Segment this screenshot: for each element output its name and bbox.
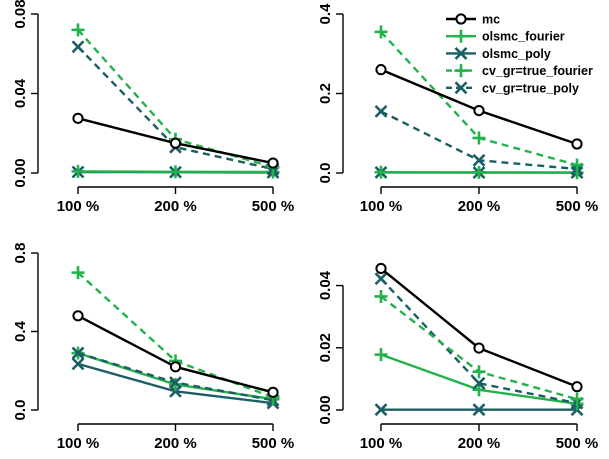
series-line-cv-gr-true-poly <box>77 45 274 171</box>
series-line-olsmc-fourier <box>380 353 578 405</box>
legend-item: cv_gr=true_fourier <box>446 64 593 78</box>
legend-label: cv_gr=true_poly <box>482 81 579 95</box>
x-tick-label: 100 % <box>57 435 100 452</box>
y-tick-label: 0.0 <box>317 163 334 184</box>
data-point <box>71 357 85 371</box>
data-point <box>72 310 84 322</box>
y-tick-label: 0.00 <box>12 158 29 187</box>
data-point <box>374 104 388 118</box>
data-point <box>169 165 182 179</box>
y-tick-label: 0.02 <box>317 333 334 362</box>
series-line-cv-gr-true-poly <box>380 277 578 405</box>
data-point <box>267 386 279 398</box>
x-tick-label: 500 % <box>252 198 295 215</box>
chart-panel-bottom-left: 100 % 200 % 500 % 0.0 0.4 0.8 <box>12 243 294 452</box>
chart-panel-bottom-right: 100 % 200 % 500 % 0.00 0.02 0.04 <box>317 262 599 452</box>
data-point <box>375 262 387 275</box>
legend-marker <box>454 81 468 95</box>
x-tick-label: 500 % <box>556 435 599 452</box>
x-tick-label: 100 % <box>57 198 100 215</box>
x-tick-label: 200 % <box>154 435 197 452</box>
data-point <box>374 165 388 179</box>
legend-marker <box>454 46 468 60</box>
data-point <box>169 376 182 389</box>
data-point <box>473 104 485 117</box>
data-point <box>472 153 486 167</box>
legend: mc olsmc_fourier olsmc_poly cv_gr=true_four… <box>446 13 593 95</box>
y-tick-label: 0.0 <box>12 400 29 421</box>
data-point <box>570 392 584 406</box>
data-point <box>71 23 85 37</box>
data-point <box>571 381 583 393</box>
data-point <box>472 376 486 390</box>
data-point <box>374 272 388 286</box>
legend-item: olsmc_poly <box>446 47 551 61</box>
x-tick-label: 500 % <box>556 198 599 215</box>
data-point <box>472 131 486 145</box>
x-tick-label: 200 % <box>154 198 197 215</box>
data-point <box>169 377 182 391</box>
y-tick-label: 0.04 <box>12 78 29 108</box>
legend-marker <box>455 13 467 25</box>
legend-item: olsmc_fourier <box>446 29 565 44</box>
data-point <box>169 137 182 149</box>
legend-label: olsmc_poly <box>482 47 551 61</box>
data-point <box>374 25 388 39</box>
legend-label: olsmc_fourier <box>482 30 565 44</box>
chart-panel-top-left: 100 % 200 % 500 % 0.00 0.04 0.08 <box>12 0 294 215</box>
data-point <box>375 64 387 76</box>
y-tick-label: 0.4 <box>12 320 29 342</box>
y-tick-label: 0.00 <box>317 395 334 424</box>
x-tick-label: 100 % <box>360 198 403 215</box>
chart-panel-top-right: 100 % 200 % 500 % 0.0 0.2 0.4 <box>317 3 598 215</box>
data-point <box>374 403 388 417</box>
data-point <box>473 342 485 354</box>
data-point <box>71 40 85 54</box>
x-tick-label: 500 % <box>252 435 295 452</box>
legend-label: mc <box>482 13 500 27</box>
data-point <box>472 365 486 379</box>
x-tick-label: 100 % <box>360 435 403 452</box>
legend-marker <box>454 64 468 78</box>
legend-item: mc <box>446 13 500 27</box>
data-point <box>267 157 279 169</box>
data-point <box>472 383 486 397</box>
data-point <box>72 112 84 124</box>
x-tick-label: 200 % <box>458 435 501 452</box>
data-point <box>472 165 486 179</box>
y-tick-label: 0.08 <box>12 0 29 29</box>
y-tick-label: 0.8 <box>12 243 29 264</box>
y-tick-label: 0.2 <box>317 83 334 104</box>
data-point <box>374 289 388 303</box>
data-point <box>571 138 583 150</box>
data-point <box>71 346 85 360</box>
data-point <box>374 348 388 362</box>
y-tick-label: 0.4 <box>317 3 334 25</box>
data-point <box>570 158 584 172</box>
data-point <box>71 266 85 280</box>
legend-label: cv_gr=true_fourier <box>482 64 593 78</box>
data-point <box>169 361 182 373</box>
y-tick-label: 0.04 <box>317 270 334 300</box>
legend-item: cv_gr=true_poly <box>446 81 579 95</box>
data-point <box>472 403 486 417</box>
legend-marker <box>454 29 468 43</box>
x-tick-label: 200 % <box>458 198 501 215</box>
data-point <box>71 164 85 178</box>
